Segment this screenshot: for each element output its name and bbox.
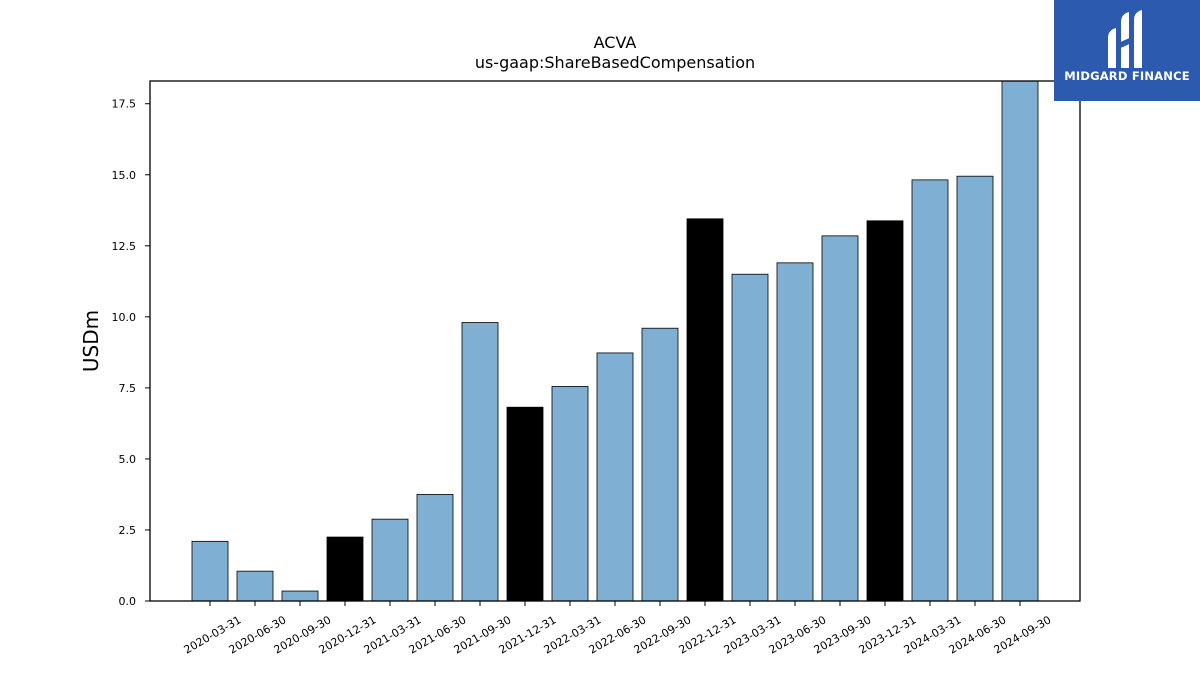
y-tick-label: 15.0: [112, 169, 137, 182]
bar-2021-03-31: [371, 518, 409, 602]
bar-2021-06-30: [416, 494, 454, 602]
y-axis-label: USDm: [79, 310, 103, 372]
bar-2024-06-30: [956, 175, 994, 602]
bar-2023-03-31: [731, 273, 769, 602]
bars-group: [191, 80, 1039, 602]
bar-2022-06-30: [596, 352, 634, 602]
y-tick-label: 5.0: [119, 453, 137, 466]
plot-frame: [149, 80, 1081, 602]
chart-subtitle: us-gaap:ShareBasedCompensation: [475, 53, 755, 72]
bar-2022-03-31: [551, 386, 589, 602]
bar-2021-12-31: [506, 406, 544, 602]
y-ticks-group: 0.0 2.5 5.0 7.5 10.0 12.5 15.0 17.5: [112, 98, 150, 608]
bar-2023-12-31: [866, 220, 904, 602]
bar-2024-03-31: [911, 179, 949, 602]
y-tick-label: 10.0: [112, 311, 137, 324]
y-tick-label: 7.5: [119, 382, 137, 395]
y-tick-label: 17.5: [112, 98, 137, 111]
x-ticks-group: 2020-03-312020-06-302020-09-302020-12-31…: [182, 601, 1054, 657]
y-tick-label: 0.0: [119, 595, 137, 608]
bar-2023-09-30: [821, 235, 859, 602]
logo-text: MIDGARD FINANCE: [1064, 69, 1190, 83]
bar-2020-03-31: [191, 540, 229, 602]
y-tick-label: 2.5: [119, 524, 137, 537]
bar-2020-12-31: [326, 536, 364, 602]
midgard-logo-icon: [1108, 10, 1142, 68]
y-tick-label: 12.5: [112, 240, 137, 253]
bar-2020-09-30: [281, 590, 319, 602]
bar-2023-06-30: [776, 262, 814, 602]
bar-2022-12-31: [686, 218, 724, 602]
chart-title: ACVA: [594, 33, 637, 52]
bar-2021-09-30: [461, 322, 499, 602]
bar-2020-06-30: [236, 570, 274, 602]
bar-2024-09-30: [1001, 80, 1039, 602]
bar-2022-09-30: [641, 327, 679, 602]
midgard-finance-logo: MIDGARD FINANCE: [1054, 0, 1200, 101]
